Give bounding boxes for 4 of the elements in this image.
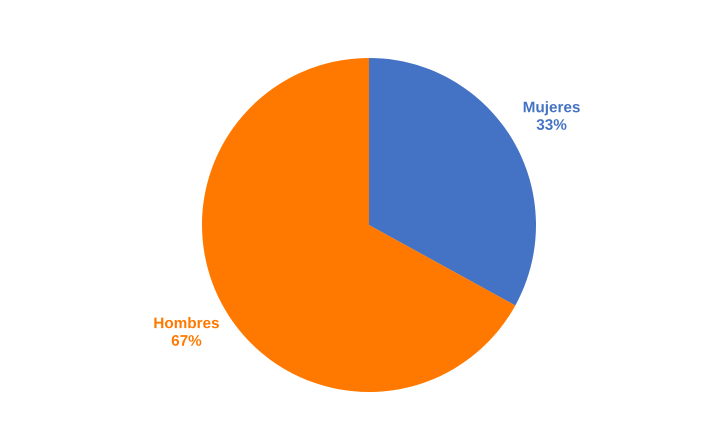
slice-label: Mujeres bbox=[524, 101, 580, 116]
data-label: 67% bbox=[172, 335, 202, 346]
data-label: 33% bbox=[536, 119, 566, 130]
slice-label: Hombres bbox=[154, 317, 219, 328]
